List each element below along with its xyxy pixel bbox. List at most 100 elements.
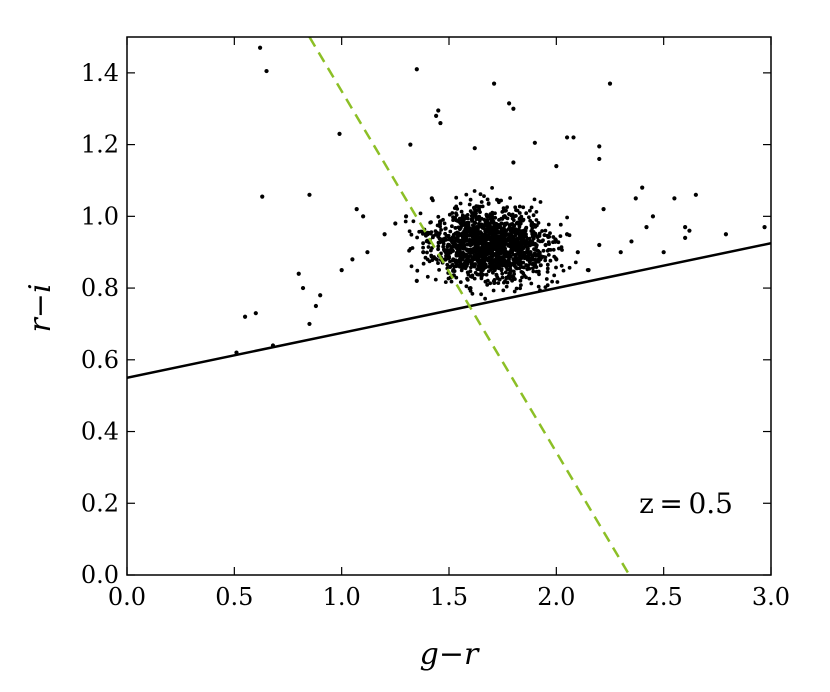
scatter-point [534,269,539,274]
scatter-point [464,192,469,197]
scatter-point [446,242,452,248]
scatter-point [307,321,312,327]
scatter-point [536,259,541,264]
scatter-point [445,262,450,267]
scatter-point [517,224,522,229]
scatter-point [480,222,484,227]
scatter-point [629,239,634,244]
scatter-point [687,228,692,233]
scatter-point [455,207,460,211]
scatter-point [421,245,425,250]
scatter-point [478,192,483,197]
scatter-point [483,296,487,301]
scatter-point [438,224,442,229]
scatter-point [548,231,552,236]
scatter-point [497,218,501,222]
scatter-point [483,232,488,236]
y-tick-label: 0.2 [81,489,119,517]
scatter-point [361,214,366,219]
scatter-point [484,272,489,277]
scatter-point [518,258,522,262]
scatter-point [508,269,513,274]
scatter-point [518,278,523,283]
scatter-point [532,197,537,202]
scatter-point [601,207,606,212]
scatter-point [508,254,513,259]
scatter-point [438,219,443,224]
scatter-point [512,289,517,294]
scatter-point [414,67,419,72]
scatter-point [409,232,414,237]
scatter-point [495,251,500,256]
scatter-point [527,259,532,264]
scatter-point [526,247,530,251]
scatter-point [618,250,623,255]
scatter-point [558,234,563,239]
scatter-point [443,227,448,231]
scatter-point [495,246,500,251]
scatter-point [493,215,498,220]
scatter-point [515,242,520,248]
scatter-point [433,229,438,234]
scatter-point [465,264,469,268]
redshift-annotation: z = 0.5 [639,487,733,520]
scatter-point [537,272,541,277]
scatter-point [403,219,408,224]
scatter-point [448,250,453,255]
scatter-point [480,204,485,209]
scatter-point [465,270,470,275]
scatter-point [533,232,537,237]
scatter-point [495,275,500,279]
scatter-point [543,255,548,260]
scatter-point [513,265,518,270]
scatter-point [536,284,541,289]
scatter-point [550,279,554,284]
scatter-point [410,246,415,250]
scatter-point [439,228,443,232]
scatter-point [517,252,522,257]
scatter-point [510,278,514,283]
scatter-point [554,257,559,262]
scatter-point [529,229,534,233]
scatter-point [555,280,560,284]
scatter-point [531,253,536,257]
scatter-point [491,81,497,86]
scatter-point [365,250,370,255]
scatter-point [477,215,482,220]
scatter-point [518,221,523,226]
scatter-point [485,283,490,287]
scatter-point [491,279,496,283]
scatter-point [495,197,499,202]
scatter-point [489,253,495,258]
scatter-point [501,209,506,213]
scatter-point [455,249,460,254]
scatter-point [476,235,481,240]
scatter-point [454,218,459,223]
scatter-point [528,208,532,213]
scatter-point [502,223,507,228]
scatter-point [508,266,512,270]
scatter-point [504,275,509,280]
scatter-point [522,256,527,261]
scatter-point [597,144,602,149]
scatter-point [524,242,528,247]
scatter-point [520,270,525,275]
scatter-point [468,239,473,244]
scatter-point [483,228,488,232]
scatter-point [257,45,263,50]
scatter-point [457,232,462,237]
scatter-point [536,249,541,254]
scatter-point [528,250,533,255]
scatter-point [508,244,513,249]
scatter-point [541,248,546,253]
scatter-point [514,257,519,261]
scatter-point [517,211,522,215]
scatter-point [472,232,477,237]
scatter-point [454,275,459,280]
scatter-point [507,235,512,240]
scatter-point [475,226,480,231]
scatter-point [501,288,506,293]
scatter-point [496,230,501,235]
y-tick-label: 1.2 [81,131,119,159]
scatter-point [554,238,558,242]
